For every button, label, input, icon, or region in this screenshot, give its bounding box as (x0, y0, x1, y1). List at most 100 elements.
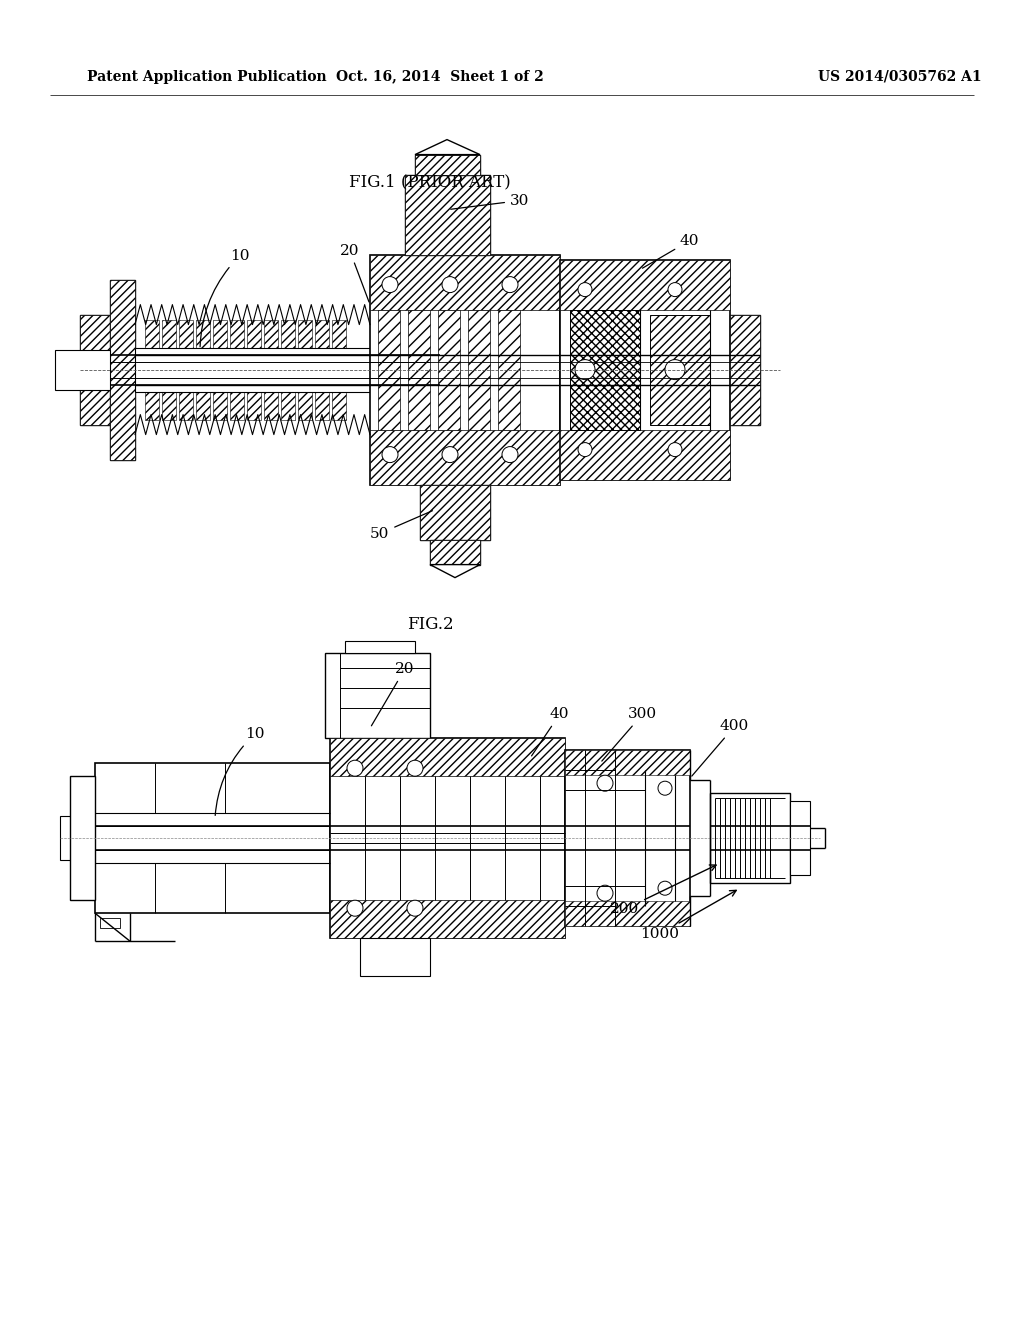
Bar (730, 314, 760, 425)
Bar (650, 314, 710, 425)
Text: 200: 200 (610, 865, 716, 916)
Bar (281, 392, 295, 420)
Bar (415, 154, 480, 174)
Circle shape (382, 277, 398, 293)
Bar (162, 319, 176, 347)
Circle shape (658, 882, 672, 895)
Bar (70, 776, 95, 900)
Text: 10: 10 (200, 248, 250, 347)
Bar (179, 319, 193, 347)
Circle shape (407, 900, 423, 916)
Bar (406, 174, 490, 255)
Bar (415, 154, 480, 174)
Bar (430, 540, 480, 565)
Bar (315, 319, 329, 347)
Circle shape (407, 760, 423, 776)
Text: 40: 40 (531, 708, 569, 756)
Circle shape (502, 446, 518, 462)
Text: Oct. 16, 2014  Sheet 1 of 2: Oct. 16, 2014 Sheet 1 of 2 (336, 70, 544, 83)
Circle shape (597, 886, 613, 902)
Bar (110, 280, 135, 459)
Text: FIG.2: FIG.2 (407, 616, 454, 632)
Bar (430, 540, 480, 565)
Bar (790, 801, 810, 875)
Bar (370, 429, 560, 484)
Bar (345, 642, 415, 653)
Circle shape (658, 781, 672, 795)
Bar (730, 314, 760, 425)
Circle shape (578, 442, 592, 457)
Text: 30: 30 (451, 194, 529, 210)
Bar (468, 310, 490, 429)
Bar (110, 280, 135, 459)
Bar (560, 429, 730, 479)
Text: Patent Application Publication: Patent Application Publication (87, 70, 327, 83)
Bar (498, 310, 520, 429)
Bar (264, 392, 278, 420)
Bar (100, 919, 120, 928)
Circle shape (575, 359, 595, 380)
Bar (325, 653, 430, 738)
Text: 50: 50 (370, 511, 432, 541)
Bar (196, 392, 210, 420)
Bar (408, 310, 430, 429)
Circle shape (382, 446, 398, 462)
Bar (360, 939, 430, 977)
Bar (230, 319, 244, 347)
Bar (55, 350, 110, 389)
Circle shape (668, 442, 682, 457)
Text: US 2014/0305762 A1: US 2014/0305762 A1 (818, 70, 982, 83)
Circle shape (442, 446, 458, 462)
Bar (162, 392, 176, 420)
Text: 40: 40 (642, 234, 699, 268)
Bar (179, 392, 193, 420)
Polygon shape (415, 140, 480, 154)
Bar (330, 738, 565, 939)
Text: 20: 20 (372, 663, 415, 726)
Bar (710, 793, 790, 883)
Bar (80, 314, 110, 425)
Bar (145, 319, 159, 347)
Bar (135, 347, 370, 392)
Bar (370, 255, 560, 310)
Bar (570, 310, 640, 429)
Bar (60, 816, 90, 861)
Circle shape (665, 359, 685, 380)
Bar (330, 900, 565, 939)
Bar (332, 319, 346, 347)
Bar (247, 392, 261, 420)
Bar (196, 319, 210, 347)
Polygon shape (430, 565, 480, 578)
Circle shape (597, 775, 613, 791)
Bar (370, 255, 560, 484)
Bar (213, 392, 227, 420)
Circle shape (347, 900, 362, 916)
Bar (247, 319, 261, 347)
Circle shape (502, 277, 518, 293)
Bar (332, 392, 346, 420)
Bar (80, 314, 110, 425)
Bar (230, 392, 244, 420)
Bar (420, 484, 490, 540)
Bar (438, 310, 460, 429)
Text: 20: 20 (340, 244, 369, 302)
Text: 400: 400 (692, 719, 750, 776)
Circle shape (347, 760, 362, 776)
Bar (281, 319, 295, 347)
Text: 300: 300 (602, 708, 657, 762)
Text: 1000: 1000 (640, 891, 736, 941)
Circle shape (668, 282, 682, 297)
Bar (330, 738, 565, 776)
Bar (565, 750, 690, 775)
Text: 10: 10 (215, 727, 264, 816)
Bar (315, 392, 329, 420)
Bar (565, 750, 690, 927)
Circle shape (442, 277, 458, 293)
Bar (406, 174, 490, 255)
Bar (298, 319, 312, 347)
Bar (560, 260, 730, 310)
Bar (95, 763, 330, 913)
Bar (565, 902, 690, 927)
Bar (560, 260, 730, 479)
Bar (298, 392, 312, 420)
